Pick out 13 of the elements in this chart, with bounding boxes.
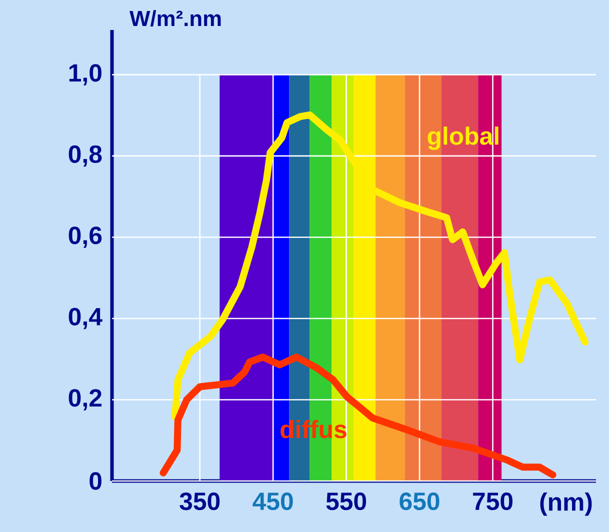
x-tick-label: 750 xyxy=(473,492,513,510)
y-axis-title: W/m².nm xyxy=(130,10,221,26)
y-tick-label: 0,8 xyxy=(68,145,102,167)
y-tick-label: 0,2 xyxy=(68,389,102,410)
x-axis-title: (nm) xyxy=(540,492,592,516)
x-tick-label: 350 xyxy=(180,492,220,510)
y-tick-label: 0 xyxy=(90,472,102,490)
x-tick-label: 450 xyxy=(252,492,293,510)
y-tick-label: 0,4 xyxy=(68,308,102,330)
y-tick-label: 0,6 xyxy=(68,226,102,248)
x-tick-label: 550 xyxy=(326,492,366,510)
y-tick-label: 1,0 xyxy=(69,64,102,86)
x-tick-label: 650 xyxy=(400,492,440,510)
